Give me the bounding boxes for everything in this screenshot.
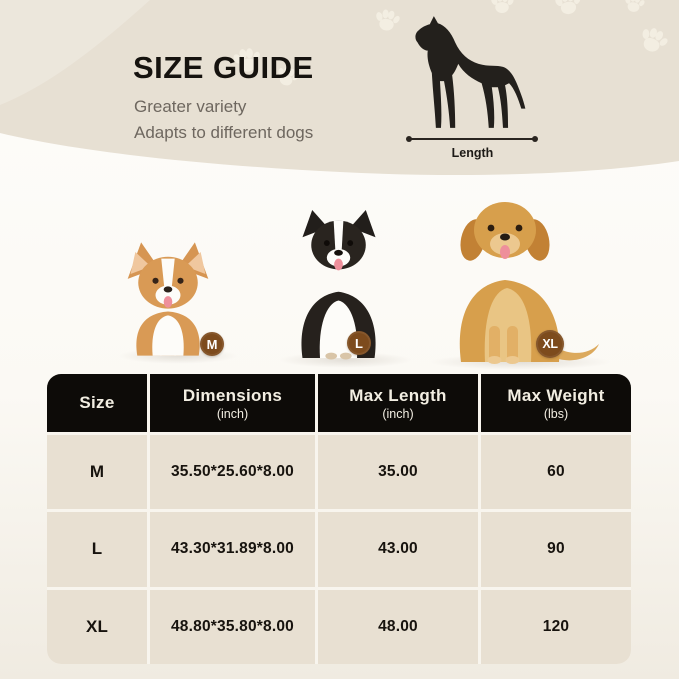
size-badge-l: L [347, 331, 371, 355]
cell-size-xl: XL [47, 589, 147, 664]
size-badge-xl: XL [536, 330, 564, 358]
page-title: SIZE GUIDE [133, 50, 314, 85]
dog-photo-golden-retriever-xl [432, 186, 604, 364]
dog-photo-border-collie-l [283, 206, 395, 360]
table-header-dimensions: Dimensions (inch) [150, 374, 315, 432]
dog-silhouette-icon [414, 16, 525, 128]
cell-dimensions-m: 35.50*25.60*8.00 [150, 435, 315, 510]
cell-max-weight-m: 60 [481, 435, 631, 510]
cell-dimensions-xl: 48.80*35.80*8.00 [150, 589, 315, 664]
table-header-max-length: Max Length (inch) [318, 374, 478, 432]
cell-max-length-m: 35.00 [318, 435, 478, 510]
length-label: Length [451, 146, 494, 160]
cell-max-weight-xl: 120 [481, 589, 631, 664]
table-header-max-weight: Max Weight (lbs) [481, 374, 631, 432]
cell-max-weight-l: 90 [481, 512, 631, 587]
size-table: Size Dimensions (inch) Max Length (inch)… [47, 374, 631, 664]
length-measure-line [406, 136, 538, 142]
cell-dimensions-l: 43.30*31.89*8.00 [150, 512, 315, 587]
cell-size-m: M [47, 435, 147, 510]
table-header-size: Size [47, 374, 147, 432]
subtitle-line-2: Adapts to different dogs [134, 123, 314, 142]
subtitle-line-1: Greater variety [134, 97, 247, 116]
size-badge-m: M [200, 332, 224, 356]
dog-photo-corgi-m [120, 240, 216, 358]
page-subtitle: Greater variety Adapts to different dogs [134, 94, 313, 146]
cell-max-length-l: 43.00 [318, 512, 478, 587]
cell-size-l: L [47, 512, 147, 587]
header-background [0, 0, 679, 175]
cell-max-length-xl: 48.00 [318, 589, 478, 664]
length-diagram: Length [400, 10, 545, 165]
